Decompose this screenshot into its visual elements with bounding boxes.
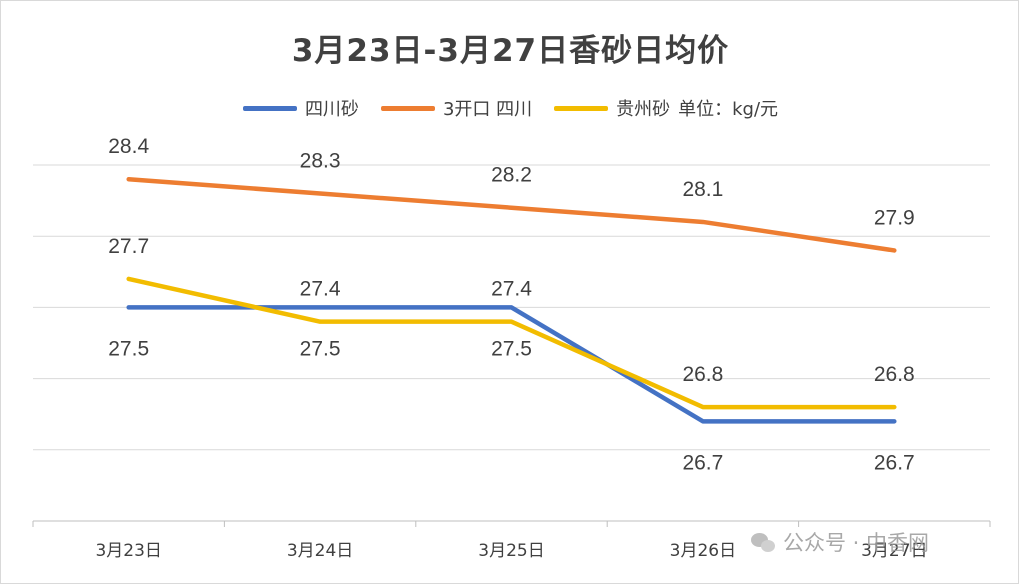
data-label-1-3: 28.1: [682, 178, 723, 201]
data-label-2-4: 26.8: [874, 363, 915, 386]
data-label-1-4: 27.9: [874, 206, 915, 229]
watermark: 公众号 · 中香网: [751, 527, 929, 557]
legend: 四川砂 3开口 四川 贵州砂 单位：kg/元: [1, 95, 1019, 121]
legend-label-sichuan: 四川砂: [304, 99, 359, 120]
data-label-2-2: 27.4: [491, 278, 532, 301]
x-tick-label: 3月26日: [670, 541, 736, 561]
wechat-icon: [751, 531, 777, 553]
legend-item-guizhou: 贵州砂 单位：kg/元: [554, 95, 778, 121]
series-line-0: [126, 305, 897, 424]
series-line-1: [126, 176, 897, 253]
legend-label-guizhou: 贵州砂: [616, 99, 671, 120]
x-tick-label: 3月27日: [861, 541, 927, 561]
series-line-2: [126, 276, 897, 410]
data-label-0-1: 27.5: [300, 337, 341, 360]
legend-swatch-sichuan: [242, 105, 297, 111]
data-label-2-1: 27.4: [300, 278, 341, 301]
legend-item-3kaikou: 3开口 四川: [380, 95, 533, 121]
x-tick-label: 3月24日: [287, 541, 353, 561]
data-label-1-2: 28.2: [491, 164, 532, 187]
data-label-0-2: 27.5: [491, 337, 532, 360]
data-label-1-0: 28.4: [108, 135, 149, 158]
legend-swatch-3kaikou: [380, 105, 435, 111]
x-tick-label: 3月23日: [95, 541, 161, 561]
data-label-1-1: 28.3: [300, 149, 341, 172]
data-label-2-3: 26.8: [682, 363, 723, 386]
legend-unit-note: 单位：kg/元: [678, 99, 779, 120]
legend-item-sichuan: 四川砂: [242, 95, 359, 121]
data-label-0-3: 26.7: [682, 451, 723, 474]
data-label-2-0: 27.7: [108, 235, 149, 258]
data-label-0-0: 27.5: [108, 337, 149, 360]
data-label-0-4: 26.7: [874, 451, 915, 474]
legend-swatch-guizhou: [554, 105, 609, 111]
watermark-text: 公众号 · 中香网: [783, 531, 930, 555]
legend-label-3kaikou: 3开口 四川: [442, 99, 533, 120]
chart-title: 3月23日-3月27日香砂日均价: [291, 33, 730, 69]
x-tick-label: 3月25日: [478, 541, 544, 561]
